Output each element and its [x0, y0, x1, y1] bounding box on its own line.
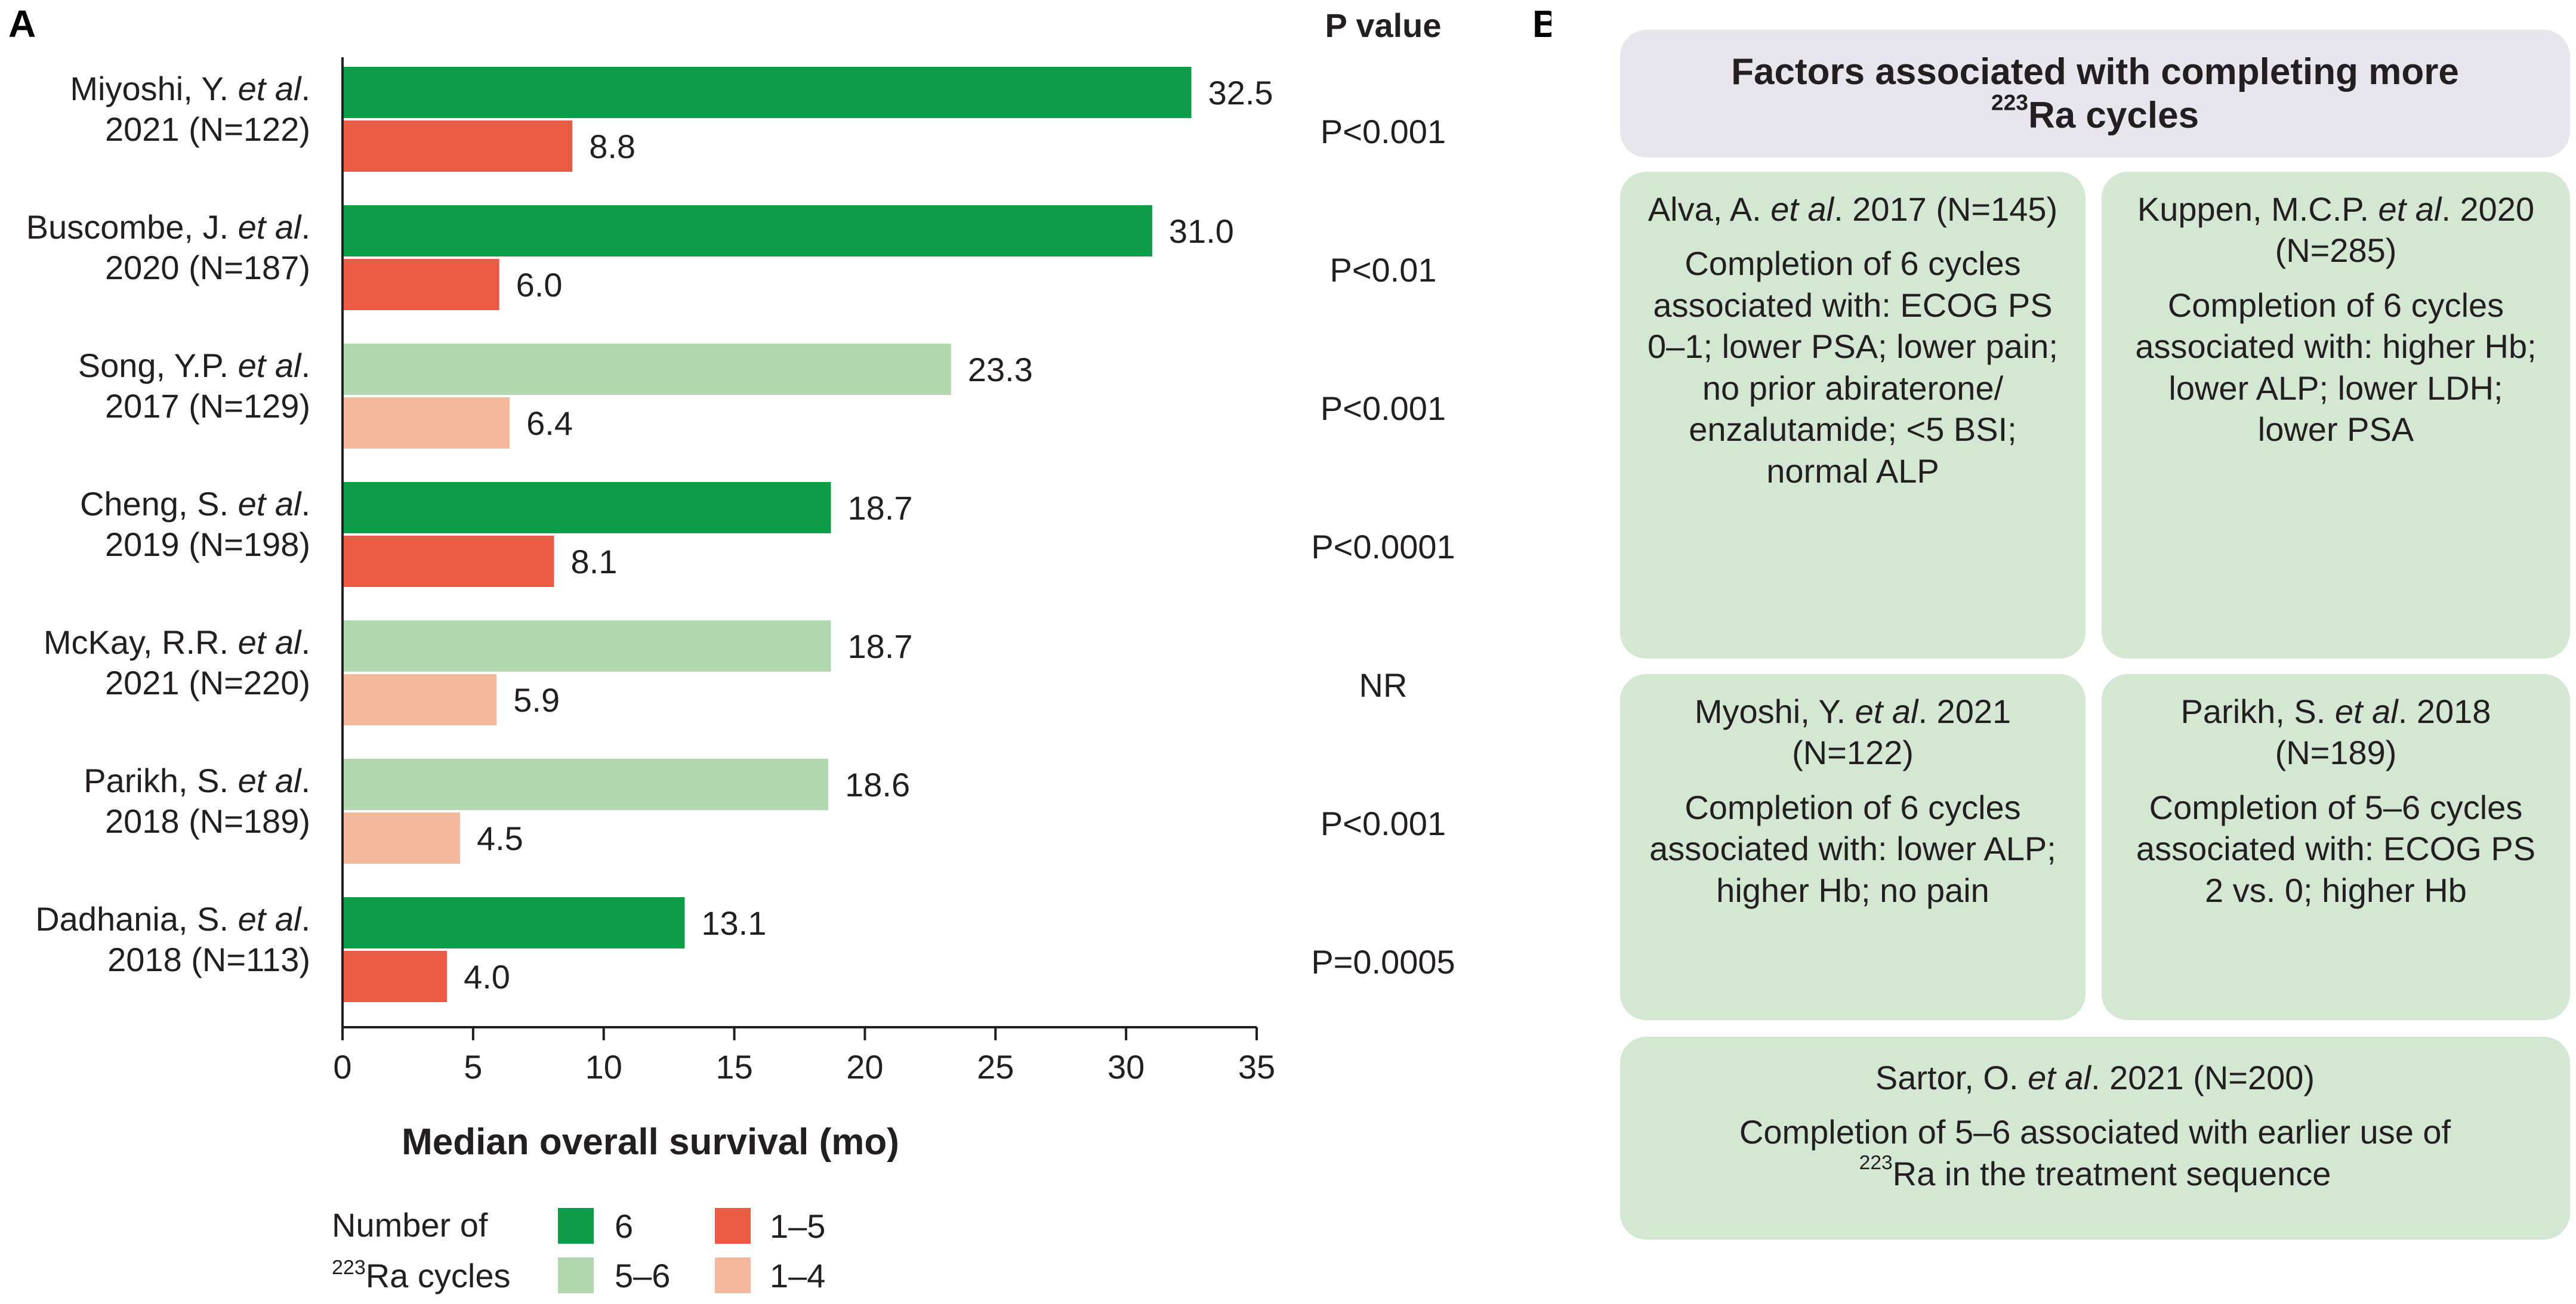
pvalue-7: P=0.0005	[1311, 943, 1455, 981]
bar-value-label: 8.8	[589, 128, 635, 165]
bar-4-fewer-cycles	[343, 536, 554, 587]
bar-value-label: 32.5	[1208, 74, 1273, 112]
pvalue-6: P<0.001	[1321, 805, 1446, 842]
study-label-6: Parikh, S. et al. 2018 (N=189)	[84, 762, 310, 840]
study-label-2: Buscombe, J. et al. 2020 (N=187)	[26, 208, 310, 286]
pvalues: P<0.001 P<0.01 P<0.001 P<0.0001 NR P<0.001 P=0…	[1311, 113, 1455, 981]
bar-3-fewer-cycles	[343, 397, 510, 449]
x-axis: 0 5 10 15 20 25 30 35	[333, 57, 1275, 1086]
panel-b-letter: B	[1532, 2, 1551, 45]
factor-box-citation: Parikh, S. et al. 2018 (N=189)	[2180, 693, 2491, 772]
factor-box-kuppen: Kuppen, M.C.P. et al. 2020 (N=285) Compl…	[2102, 172, 2570, 659]
factor-box-citation: Alva, A. et al. 2017 (N=145)	[1648, 190, 2058, 228]
bar-6-fewer-cycles	[343, 812, 460, 864]
bar-3-more-cycles	[343, 344, 951, 395]
bar-7-fewer-cycles	[343, 951, 448, 1002]
factor-box-parikh: Parikh, S. et al. 2018 (N=189) Completio…	[2102, 674, 2570, 1020]
pvalue-header: P value	[1325, 7, 1441, 44]
bar-4-more-cycles	[343, 482, 831, 533]
x-tick-label: 5	[464, 1048, 482, 1086]
factor-box-sartor: Sartor, O. et al. 2021 (N=200) Completio…	[1620, 1037, 2570, 1240]
legend-swatch-1-5	[715, 1208, 751, 1244]
x-tick-label: 10	[585, 1048, 622, 1086]
pvalue-2: P<0.01	[1329, 251, 1436, 289]
bar-value-label: 5.9	[513, 681, 560, 719]
bar-value-label: 4.0	[464, 958, 510, 996]
study-label-1: Miyoshi, Y. et al. 2021 (N=122)	[70, 70, 310, 148]
pvalue-5: NR	[1359, 666, 1408, 704]
factor-box-citation: Myoshi, Y. et al. 2021 (N=122)	[1694, 693, 2012, 772]
factor-box-citation: Kuppen, M.C.P. et al. 2020 (N=285)	[2137, 190, 2535, 270]
bar-2-fewer-cycles	[343, 259, 499, 310]
legend-label-1-4: 1–4	[770, 1257, 825, 1294]
factors-header-line2: 223Ra cycles	[1991, 89, 2199, 136]
study-label-4: Cheng, S. et al. 2019 (N=198)	[80, 485, 310, 563]
bar-value-label: 23.3	[968, 351, 1033, 388]
pvalue-4: P<0.0001	[1311, 528, 1455, 566]
legend-title-line1: Number of	[332, 1206, 488, 1244]
bar-1-fewer-cycles	[343, 120, 573, 172]
factors-header-line1: Factors associated with completing more	[1731, 51, 2459, 92]
bar-value-label: 31.0	[1169, 212, 1234, 250]
bar-value-label: 13.1	[701, 904, 766, 942]
value-labels: 32.5 8.8 31.0 6.0 23.3 6.4 18.7 8.1 18.7 5.9 18.6 4…	[464, 74, 1273, 996]
bar-value-label: 6.0	[516, 266, 563, 304]
study-labels: Miyoshi, Y. et al. 2021 (N=122) Buscombe,…	[26, 70, 310, 978]
x-tick-label: 25	[977, 1048, 1014, 1086]
x-axis-label: Median overall survival (mo)	[402, 1121, 899, 1163]
study-label-7: Dadhania, S. et al. 2018 (N=113)	[35, 900, 310, 978]
legend-swatch-1-4	[715, 1257, 751, 1293]
bar-value-label: 4.5	[477, 820, 523, 857]
factor-box-body: Completion of 6 cycles associated with: …	[1648, 245, 2058, 490]
x-tick-label: 20	[846, 1048, 883, 1086]
bar-value-label: 6.4	[526, 404, 573, 442]
legend-title-line2: 223Ra cycles	[332, 1256, 510, 1294]
x-tick-label: 30	[1107, 1048, 1144, 1086]
bar-value-label: 18.7	[848, 489, 913, 527]
factor-box-body: Completion of 6 cycles associated with: …	[1649, 788, 2056, 909]
x-tick-label: 15	[715, 1048, 752, 1086]
bars	[343, 67, 1192, 1002]
legend: Number of 223Ra cycles 6 1–5 5–6 1–4	[332, 1206, 825, 1294]
factor-box-alva: Alva, A. et al. 2017 (N=145) Completion …	[1620, 172, 2086, 659]
study-label-5: McKay, R.R. et al. 2021 (N=220)	[44, 623, 310, 702]
bar-value-label: 18.7	[848, 628, 913, 665]
legend-label-1-5: 1–5	[770, 1207, 825, 1245]
bar-5-fewer-cycles	[343, 674, 497, 725]
legend-label-6: 6	[615, 1207, 633, 1245]
legend-label-5-6: 5–6	[615, 1257, 670, 1294]
bar-1-more-cycles	[343, 67, 1192, 118]
factors-header-box: Factors associated with completing more …	[1620, 30, 2570, 157]
factor-box-body: Completion of 5–6 cycles associated with…	[2136, 788, 2536, 909]
pvalue-3: P<0.001	[1321, 390, 1446, 427]
bar-2-more-cycles	[343, 205, 1152, 257]
bar-7-more-cycles	[343, 897, 685, 948]
factor-box-citation: Sartor, O. et al. 2021 (N=200)	[1875, 1059, 2315, 1096]
bar-value-label: 18.6	[845, 766, 910, 804]
pvalue-1: P<0.001	[1321, 113, 1446, 150]
panel-a-letter: A	[8, 2, 36, 45]
legend-swatch-5-6	[558, 1257, 594, 1293]
study-label-3: Song, Y.P. et al. 2017 (N=129)	[78, 347, 310, 425]
factor-box-body: Completion of 6 cycles associated with: …	[2135, 286, 2537, 449]
panel-a-chart: A P value Miyoshi, Y. et al. 2021 (N=122)…	[8, 2, 1551, 1294]
legend-swatch-6	[558, 1208, 594, 1244]
bar-5-more-cycles	[343, 620, 831, 672]
x-tick-label: 0	[333, 1048, 351, 1086]
bar-value-label: 8.1	[571, 543, 618, 580]
factor-box-body: Completion of 5–6 associated with earlie…	[1739, 1113, 2451, 1192]
x-tick-label: 35	[1238, 1048, 1275, 1086]
bar-6-more-cycles	[343, 759, 829, 810]
factor-box-myoshi: Myoshi, Y. et al. 2021 (N=122) Completio…	[1620, 674, 2086, 1020]
